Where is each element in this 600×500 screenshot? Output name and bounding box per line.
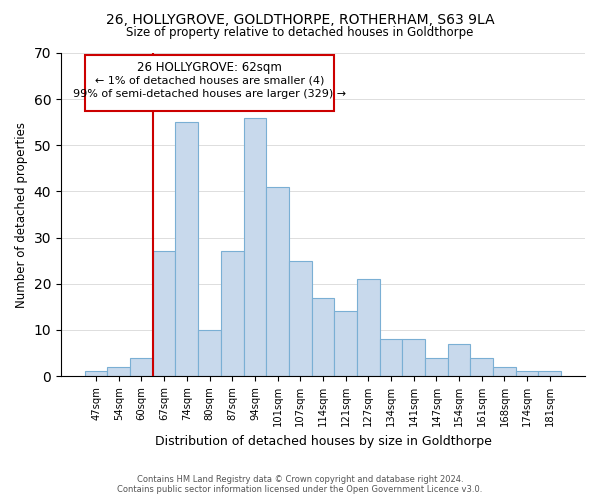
Bar: [289, 260, 311, 376]
Bar: [221, 252, 244, 376]
Y-axis label: Number of detached properties: Number of detached properties: [15, 122, 28, 308]
Bar: [493, 367, 516, 376]
Bar: [198, 330, 221, 376]
Text: 26 HOLLYGROVE: 62sqm: 26 HOLLYGROVE: 62sqm: [137, 62, 282, 74]
Text: Contains public sector information licensed under the Open Government Licence v3: Contains public sector information licen…: [118, 485, 482, 494]
Bar: [244, 118, 266, 376]
Bar: [425, 358, 448, 376]
Bar: [107, 367, 130, 376]
Bar: [470, 358, 493, 376]
Bar: [153, 252, 175, 376]
Bar: [357, 279, 380, 376]
Bar: [448, 344, 470, 376]
Text: ← 1% of detached houses are smaller (4): ← 1% of detached houses are smaller (4): [95, 75, 324, 85]
Bar: [334, 312, 357, 376]
Bar: [380, 339, 403, 376]
Bar: [266, 187, 289, 376]
Text: Size of property relative to detached houses in Goldthorpe: Size of property relative to detached ho…: [127, 26, 473, 39]
Bar: [516, 372, 538, 376]
Bar: [85, 372, 107, 376]
FancyBboxPatch shape: [85, 56, 334, 110]
Bar: [538, 372, 561, 376]
Bar: [130, 358, 153, 376]
Bar: [403, 339, 425, 376]
X-axis label: Distribution of detached houses by size in Goldthorpe: Distribution of detached houses by size …: [155, 434, 491, 448]
Text: 99% of semi-detached houses are larger (329) →: 99% of semi-detached houses are larger (…: [73, 89, 346, 99]
Text: 26, HOLLYGROVE, GOLDTHORPE, ROTHERHAM, S63 9LA: 26, HOLLYGROVE, GOLDTHORPE, ROTHERHAM, S…: [106, 12, 494, 26]
Bar: [175, 122, 198, 376]
Text: Contains HM Land Registry data © Crown copyright and database right 2024.: Contains HM Land Registry data © Crown c…: [137, 475, 463, 484]
Bar: [311, 298, 334, 376]
